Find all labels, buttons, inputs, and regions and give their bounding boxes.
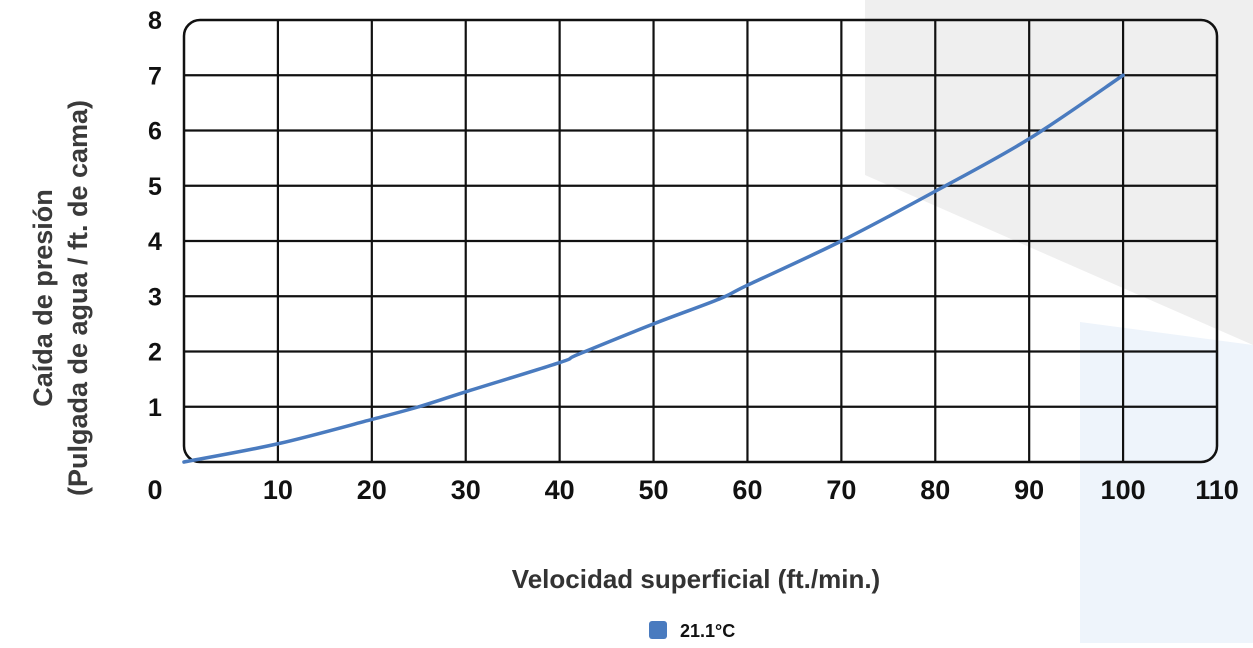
x-tick-label-10: 10	[263, 475, 293, 505]
x-tick-label-100: 100	[1101, 475, 1146, 505]
y-axis-label-line1: Caída de presión	[28, 189, 58, 407]
y-tick-label-7: 7	[148, 62, 162, 90]
x-tick-label-70: 70	[826, 475, 856, 505]
series-point-0-7	[651, 322, 656, 326]
series-point-0-9	[745, 283, 750, 287]
x-axis-label: Velocidad superficial (ft./min.)	[512, 564, 880, 594]
y-tick-label-5: 5	[148, 173, 162, 201]
y-axis-label: Caída de presión (Pulgada de agua / ft. …	[28, 100, 93, 496]
series-point-0-0	[182, 460, 186, 464]
y-tick-label-4: 4	[148, 228, 162, 256]
x-tick-label-30: 30	[451, 475, 481, 505]
x-tick-label-40: 40	[545, 475, 575, 505]
legend-label: 21.1°C	[680, 621, 735, 641]
y-tick-label-1: 1	[148, 394, 162, 422]
plot-frame	[182, 18, 1219, 464]
series-point-0-8	[717, 297, 721, 301]
y-tick-label-2: 2	[148, 339, 162, 367]
x-tick-label-80: 80	[920, 475, 950, 505]
y-tick-label-8: 8	[148, 7, 162, 35]
background-decoration	[865, 0, 1253, 643]
x-tick-labels: 0 10 20 30 40 50 60 70 80 90 100 110	[147, 475, 1238, 505]
x-tick-label-20: 20	[357, 475, 387, 505]
y-tick-label-6: 6	[148, 118, 162, 146]
series-point-0-3	[417, 405, 421, 409]
x-tick-label-110: 110	[1195, 475, 1239, 505]
y-axis-label-line2: (Pulgada de agua / ft. de cama)	[63, 100, 93, 496]
series-point-0-4	[464, 390, 468, 394]
series-point-0-12	[1027, 137, 1031, 141]
x-tick-label-50: 50	[639, 475, 669, 505]
series-point-0-6	[576, 352, 581, 356]
x-tick-label-0: 0	[147, 475, 162, 505]
chart-grid	[182, 18, 1219, 464]
y-tick-labels: 1 2 3 4 5 6 7 8	[148, 7, 162, 422]
x-tick-label-60: 60	[732, 475, 762, 505]
series-layer	[182, 73, 1125, 464]
series-point-0-13	[1121, 73, 1125, 77]
series-point-0-5	[558, 360, 562, 365]
legend-swatch	[649, 621, 667, 639]
series-point-0-2	[370, 417, 374, 422]
series-point-0-1	[276, 442, 280, 446]
series-point-0-10	[839, 239, 843, 243]
legend: 21.1°C	[649, 621, 735, 641]
series-point-0-11	[933, 189, 937, 193]
x-tick-label-90: 90	[1014, 475, 1044, 505]
bg-shape-gray	[865, 0, 1253, 345]
y-tick-label-3: 3	[148, 283, 162, 311]
